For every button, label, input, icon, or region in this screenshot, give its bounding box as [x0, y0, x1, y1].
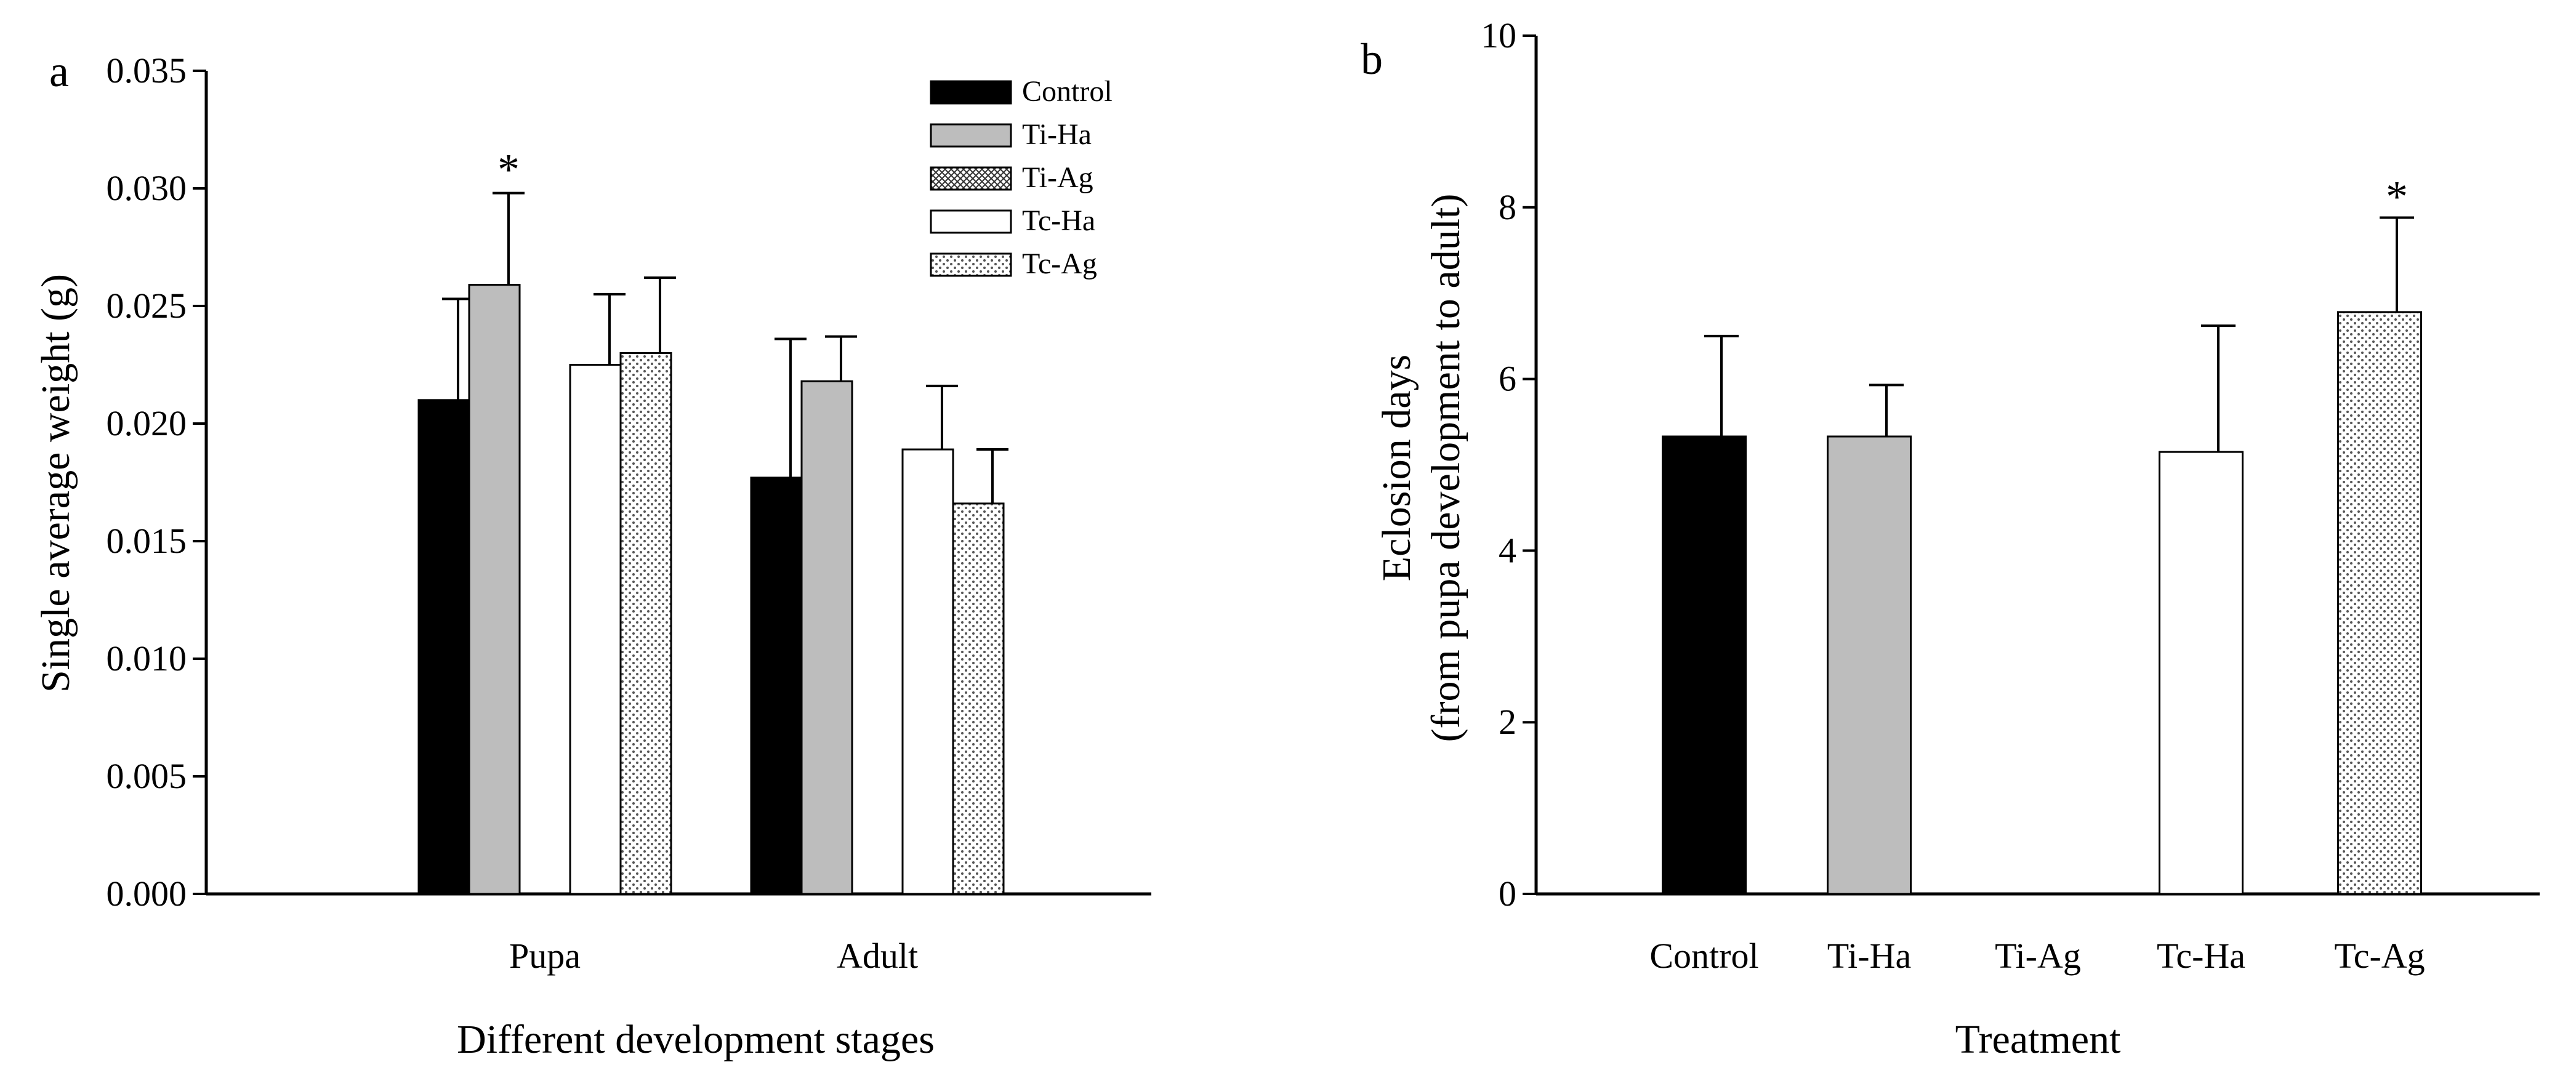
panel-b-ytick-label: 0 — [1499, 874, 1516, 914]
bar-pupa-ti-ha — [468, 284, 521, 895]
panel-b-ytick-label: 10 — [1481, 15, 1516, 55]
bar-tc-ha — [2159, 451, 2244, 895]
legend-label-tc-ha: Tc-Ha — [1022, 204, 1095, 237]
panel-b-ytick-label: 2 — [1499, 702, 1516, 742]
panel-a-ytick-label: 0.005 — [107, 756, 187, 796]
bar-pupa-control — [417, 399, 470, 895]
bar-adult-tc-ag — [952, 502, 1005, 895]
bar-pupa-tc-ag — [619, 352, 672, 895]
panel-a-xtick-pupa: Pupa — [509, 936, 581, 976]
panel-a-x-axis-title: Different development stages — [457, 1017, 935, 1062]
bar-adult-control — [750, 477, 803, 895]
panel-a-ytick-label: 0.035 — [107, 50, 187, 90]
bar-pupa-tc-ha — [569, 364, 622, 895]
panel-a-ytick-label: 0.010 — [107, 638, 187, 678]
panel-a-chart: a 0.0000.0050.0100.0150.0200.0250.0300.0… — [33, 47, 1151, 1062]
legend-swatch-ti-ha — [930, 123, 1012, 148]
bar-tc-ag — [2337, 311, 2422, 895]
panel-a-label: a — [49, 47, 69, 96]
panel-b-x-axis-title: Treatment — [1955, 1017, 2121, 1062]
legend-label-ti-ag: Ti-Ag — [1022, 161, 1093, 194]
legend-swatch-tc-ag — [930, 252, 1012, 277]
panel-b-y-ticks: 0 2 4 6 8 10 — [1481, 15, 1536, 914]
panel-a-ytick-label: 0.000 — [107, 874, 187, 914]
panel-a-bars: * — [417, 145, 1008, 895]
panel-b-x-ticks: Control Ti-Ha Ti-Ag Tc-Ha Tc-Ag — [1649, 936, 2425, 976]
panel-b-label: b — [1361, 34, 1383, 84]
panel-a-legend: Control Ti-Ha Ti-Ag Tc-Ha Tc-Ag — [930, 75, 1113, 280]
significance-marker-tc-ag: * — [2386, 172, 2408, 222]
panel-a-ytick-label: 0.020 — [107, 403, 187, 443]
legend-label-control: Control — [1022, 75, 1113, 108]
panel-b-ytick-label: 8 — [1499, 187, 1516, 227]
legend-swatch-tc-ha — [930, 209, 1012, 234]
significance-marker-pupa-ti-ha: * — [497, 145, 520, 195]
legend-swatch-control — [930, 80, 1012, 105]
panel-b-xtick-tc-ha: Tc-Ha — [2157, 936, 2245, 976]
legend-label-ti-ha: Ti-Ha — [1022, 118, 1092, 151]
panel-b-xtick-control: Control — [1649, 936, 1758, 976]
panel-a-ytick-label: 0.015 — [107, 521, 187, 561]
panel-a-xtick-adult: Adult — [837, 936, 918, 976]
legend-label-tc-ag: Tc-Ag — [1022, 247, 1097, 280]
bar-adult-ti-ha — [800, 380, 853, 895]
panel-b-xtick-tc-ag: Tc-Ag — [2334, 936, 2425, 976]
legend-swatch-ti-ag — [930, 166, 1012, 191]
bar-control — [1662, 435, 1747, 895]
panel-a-x-ticks: Pupa Adult — [509, 936, 918, 976]
panel-a-y-axis-title: Single average weight (g) — [33, 274, 78, 693]
panel-b-y-axis-title-line2: (from pupa development to adult) — [1423, 194, 1468, 742]
bar-adult-tc-ha — [901, 448, 954, 895]
panel-b-xtick-ti-ha: Ti-Ha — [1827, 936, 1911, 976]
panel-b-ytick-label: 6 — [1499, 359, 1516, 399]
panel-b-xtick-ti-ag: Ti-Ag — [1995, 936, 2081, 976]
panel-b-ytick-label: 4 — [1499, 530, 1516, 570]
panel-b-y-axis-title-line1: Eclosion days — [1374, 355, 1419, 581]
bar-ti-ha — [1827, 435, 1912, 895]
panel-a-ytick-label: 0.025 — [107, 286, 187, 326]
panel-a-ytick-label: 0.030 — [107, 168, 187, 208]
panel-b-bars: * — [1662, 172, 2422, 895]
panel-a-y-ticks: 0.000 0.005 0.010 0.015 0.020 0.025 0.030 0.035 — [107, 50, 206, 914]
